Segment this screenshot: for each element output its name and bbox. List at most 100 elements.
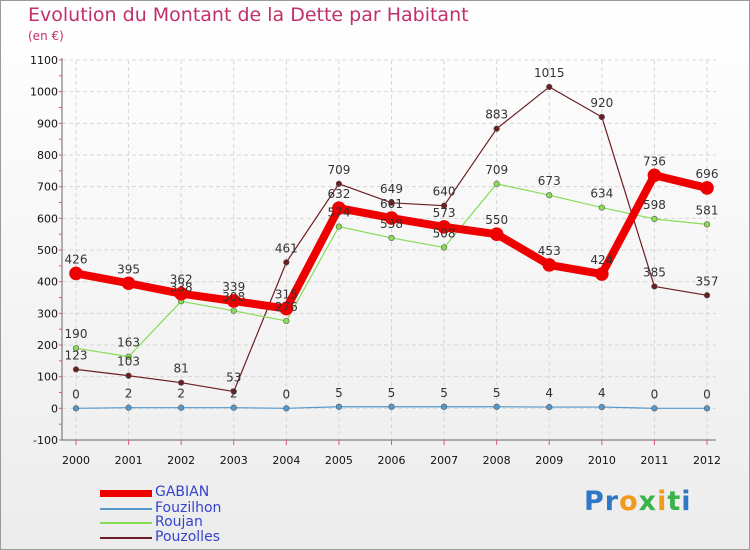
- y-tick-label: 600: [37, 212, 58, 225]
- x-tick-label: 2006: [378, 454, 406, 467]
- data-label-roujan: 581: [696, 203, 719, 217]
- data-label-gabian: 315: [275, 288, 298, 302]
- data-point-roujan: [493, 180, 500, 187]
- data-point-roujan: [703, 221, 711, 228]
- y-tick-label: 0: [51, 402, 58, 415]
- data-point-fouzilhon: [178, 404, 185, 411]
- data-label-gabian: 573: [433, 206, 456, 220]
- data-label-gabian: 424: [590, 253, 613, 267]
- y-tick-label: 100: [37, 371, 58, 384]
- data-label-pouzolles: 920: [590, 96, 613, 110]
- y-tick-label: 1000: [30, 86, 58, 99]
- logo-part-i2: i: [681, 486, 692, 517]
- data-label-pouzolles: 461: [275, 241, 298, 255]
- series-lines: [69, 83, 714, 412]
- data-point-roujan: [72, 345, 80, 352]
- data-point-fouzilhon: [72, 405, 80, 412]
- data-label-fouzilhon: 0: [703, 387, 711, 401]
- data-point-gabian: [384, 211, 399, 225]
- data-label-fouzilhon: 2: [177, 387, 185, 401]
- data-label-gabian: 550: [485, 213, 508, 227]
- data-point-pouzolles: [651, 283, 658, 290]
- data-label-fouzilhon: 4: [598, 386, 606, 400]
- data-label-roujan: 598: [643, 198, 666, 212]
- y-tick-label: 200: [37, 339, 58, 352]
- data-point-fouzilhon: [493, 403, 500, 410]
- data-point-pouzolles: [72, 366, 80, 373]
- data-point-pouzolles: [388, 199, 395, 206]
- data-label-gabian: 426: [65, 252, 88, 266]
- legend-swatch-gabian: [100, 490, 152, 497]
- data-point-pouzolles: [440, 202, 448, 209]
- data-label-fouzilhon: 2: [125, 387, 133, 401]
- x-tick-label: 2010: [588, 454, 616, 467]
- data-label-gabian: 395: [117, 262, 140, 276]
- y-tick-label: 1100: [30, 54, 58, 67]
- x-tick-label: 2001: [115, 454, 143, 467]
- logo-part-o: o: [619, 486, 639, 517]
- logo-part-t: t: [667, 486, 682, 517]
- data-point-roujan: [125, 353, 132, 360]
- data-labels: 123 103 81 53 461 709 649 640 883 1015 920 385 357 19…: [65, 66, 719, 401]
- data-label-roujan: 338: [170, 280, 193, 294]
- data-point-gabian: [700, 181, 714, 195]
- data-point-pouzolles: [598, 113, 605, 121]
- data-point-gabian: [226, 294, 241, 308]
- data-point-gabian: [332, 201, 346, 215]
- data-point-fouzilhon: [230, 404, 237, 411]
- data-point-pouzolles: [283, 259, 290, 266]
- data-point-fouzilhon: [598, 403, 605, 411]
- data-label-fouzilhon: 0: [72, 387, 80, 401]
- x-tick-label: 2012: [693, 454, 721, 467]
- data-label-pouzolles: 103: [117, 355, 140, 369]
- legend-label-fouzilhon: Fouzilhon: [155, 500, 222, 516]
- data-point-roujan: [651, 215, 658, 223]
- data-label-fouzilhon: 5: [493, 386, 501, 400]
- y-tick-label: -100: [33, 434, 58, 447]
- data-label-fouzilhon: 0: [651, 387, 659, 401]
- data-point-gabian: [647, 168, 662, 183]
- x-tick-label: 2004: [272, 454, 300, 467]
- data-point-gabian: [174, 286, 188, 301]
- data-point-gabian: [69, 266, 83, 281]
- data-label-gabian: 362: [170, 273, 193, 287]
- y-tick-label: 500: [37, 244, 58, 257]
- data-point-fouzilhon: [283, 405, 290, 412]
- data-point-pouzolles: [335, 180, 343, 187]
- data-point-pouzolles: [493, 125, 500, 132]
- data-point-gabian: [489, 227, 504, 241]
- x-tick-label: 2007: [430, 454, 458, 467]
- legend-label-gabian: GABIAN: [155, 484, 210, 500]
- data-label-roujan: 190: [65, 327, 88, 341]
- y-tick-label: 400: [37, 276, 58, 289]
- data-point-fouzilhon: [440, 403, 448, 410]
- data-label-fouzilhon: 5: [335, 386, 343, 400]
- data-label-roujan: 163: [117, 336, 140, 350]
- chart-title: Evolution du Montant de la Dette par Hab…: [28, 4, 469, 26]
- data-label-pouzolles: 883: [485, 108, 508, 122]
- data-point-gabian: [279, 301, 294, 316]
- chart-subtitle: (en €): [28, 29, 64, 43]
- proxiti-logo: Proxiti: [584, 486, 692, 517]
- y-tick-label: 700: [37, 181, 58, 194]
- data-label-roujan: 308: [222, 290, 245, 304]
- x-tick-label: 2011: [640, 454, 668, 467]
- data-point-roujan: [388, 234, 395, 242]
- data-point-fouzilhon: [125, 404, 132, 411]
- data-label-gabian: 696: [696, 167, 719, 181]
- logo-part-x: x: [638, 486, 658, 517]
- legend-swatch-fouzilhon: [100, 508, 152, 510]
- legend-swatch-roujan: [100, 522, 152, 524]
- data-label-fouzilhon: 5: [440, 386, 448, 400]
- x-tick-label: 2008: [483, 454, 511, 467]
- data-point-fouzilhon: [651, 405, 658, 412]
- x-tick-label: 2003: [220, 454, 248, 467]
- data-point-pouzolles: [178, 379, 185, 386]
- legend-label-roujan: Roujan: [155, 514, 203, 530]
- data-point-roujan: [230, 307, 237, 314]
- data-point-roujan: [283, 317, 290, 325]
- data-label-fouzilhon: 5: [388, 386, 396, 400]
- data-point-pouzolles: [230, 388, 237, 395]
- legend-label-pouzolles: Pouzolles: [155, 529, 220, 545]
